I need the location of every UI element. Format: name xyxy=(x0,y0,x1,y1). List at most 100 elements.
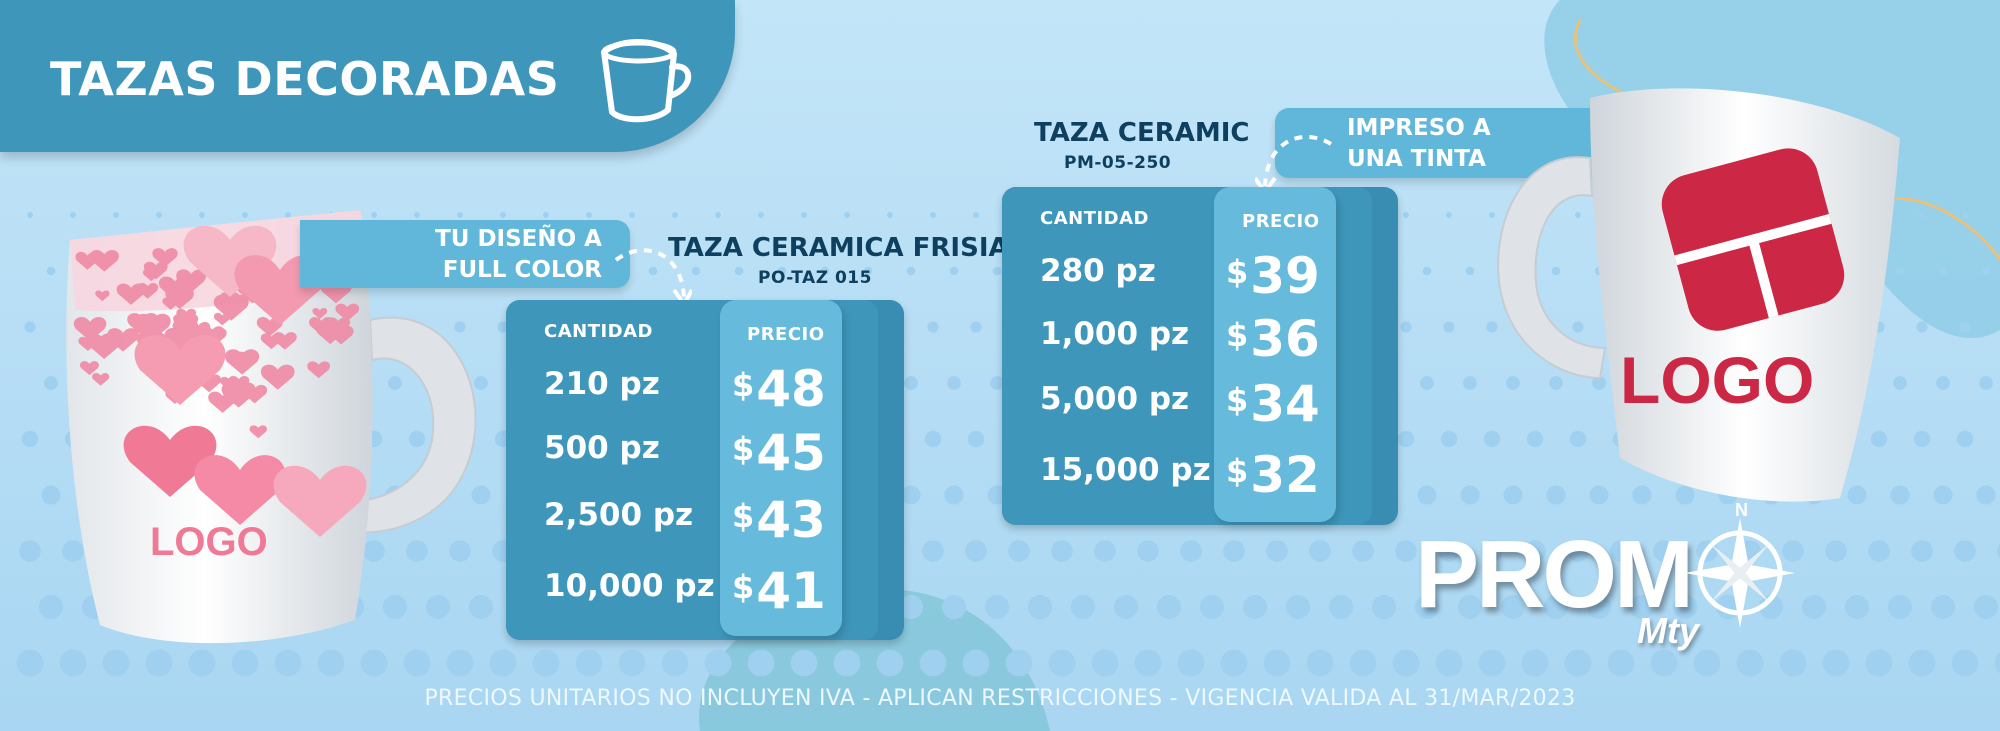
background-dot xyxy=(1575,212,1581,218)
background-dot xyxy=(62,540,84,562)
background-dot xyxy=(1546,485,1566,505)
heart-icon xyxy=(249,425,268,439)
compass-north-label: N xyxy=(1735,500,1748,520)
background-dot xyxy=(629,212,635,218)
background-dot xyxy=(489,649,517,677)
background-dot xyxy=(1180,540,1202,562)
disclaimer-note: PRECIOS UNITARIOS NO INCLUYEN IVA - APLI… xyxy=(424,686,1576,711)
callout-line-1: TU DISEÑO A xyxy=(435,226,602,252)
background-dot xyxy=(1113,594,1139,620)
price-value: $48 xyxy=(732,360,826,418)
background-dot xyxy=(990,376,1004,390)
background-dot xyxy=(876,649,904,677)
background-dot xyxy=(715,212,721,218)
heart-icon xyxy=(162,297,179,310)
background-dot xyxy=(1782,540,1804,562)
compass-icon: N xyxy=(1685,500,1795,628)
background-dot xyxy=(468,594,494,620)
background-dot xyxy=(500,212,506,218)
background-dot xyxy=(970,321,982,333)
background-dot xyxy=(1736,649,1764,677)
background-dot xyxy=(1371,594,1397,620)
background-dot xyxy=(1822,649,1850,677)
background-dot xyxy=(1414,594,1440,620)
background-dot xyxy=(44,376,58,390)
heart-icon xyxy=(123,425,217,497)
heart-icon xyxy=(75,251,100,270)
background-dot xyxy=(1500,594,1526,620)
heart-icon xyxy=(202,328,227,346)
background-dot xyxy=(747,649,775,677)
heart-icon xyxy=(335,303,360,322)
background-dot xyxy=(1420,376,1434,390)
background-dot xyxy=(1758,594,1784,620)
price-column xyxy=(720,300,842,636)
background-dot xyxy=(360,649,388,677)
background-dot xyxy=(790,649,818,677)
title-band xyxy=(0,0,735,152)
heart-icon xyxy=(92,372,110,386)
background-dot xyxy=(758,212,764,218)
heart-icon xyxy=(164,327,200,354)
background-dot xyxy=(1328,594,1354,620)
background-dot xyxy=(1285,594,1311,620)
background-dot xyxy=(1091,649,1119,677)
quantity-value: 10,000 pz xyxy=(544,568,715,604)
heart-icon xyxy=(208,391,237,413)
background-dot xyxy=(449,540,471,562)
background-dot xyxy=(188,649,216,677)
background-dot xyxy=(1847,485,1867,505)
background-dot xyxy=(967,430,985,448)
background-dot xyxy=(1586,594,1612,620)
background-dot xyxy=(801,212,807,218)
background-dot xyxy=(70,212,76,218)
background-dot xyxy=(46,266,56,276)
background-dot xyxy=(1352,540,1374,562)
background-dot xyxy=(457,212,463,218)
heart-icon xyxy=(237,351,255,365)
background-dot xyxy=(924,430,942,448)
background-dot xyxy=(575,649,603,677)
background-dot xyxy=(1440,430,1458,448)
background-dot xyxy=(1400,321,1412,333)
heart-icon xyxy=(78,336,98,351)
background-dot xyxy=(1526,430,1544,448)
background-dot xyxy=(1521,649,1549,677)
background-dot xyxy=(691,266,701,276)
background-dot xyxy=(363,540,385,562)
heart-icon xyxy=(260,333,283,350)
background-dot xyxy=(1908,649,1936,677)
price-value: $45 xyxy=(732,424,826,482)
background-dot xyxy=(474,376,488,390)
background-dot xyxy=(425,594,451,620)
background-dot xyxy=(1435,649,1463,677)
background-dot xyxy=(887,212,893,218)
background-dot xyxy=(1446,212,1452,218)
price-value: $39 xyxy=(1226,247,1320,305)
heart-icon xyxy=(220,292,239,307)
logo-icon xyxy=(1661,148,1845,331)
background-dot xyxy=(1220,649,1248,677)
quantity-value: 15,000 pz xyxy=(1040,452,1211,488)
quantity-value: 210 pz xyxy=(544,366,660,402)
background-dot xyxy=(1438,540,1460,562)
background-dot xyxy=(1397,430,1415,448)
heart-icon xyxy=(309,317,334,336)
background-dot xyxy=(1672,594,1698,620)
mug-logo-text: LOGO xyxy=(150,520,268,564)
background-dot xyxy=(1650,649,1678,677)
background-dot xyxy=(16,649,44,677)
heart-icon xyxy=(194,455,286,525)
background-dot xyxy=(408,430,426,448)
background-dot xyxy=(1422,266,1432,276)
background-dot xyxy=(1981,266,1991,276)
decorated-mug-hearts: LOGO xyxy=(66,210,477,644)
price-value: $34 xyxy=(1226,375,1320,433)
decorated-mug-logo: LOGO xyxy=(1497,88,1900,502)
background-dot xyxy=(1551,266,1561,276)
heart-icon xyxy=(107,328,139,352)
background-dot xyxy=(1263,649,1291,677)
background-dot xyxy=(1844,594,1870,620)
background-dot xyxy=(734,266,744,276)
background-dot xyxy=(102,649,130,677)
